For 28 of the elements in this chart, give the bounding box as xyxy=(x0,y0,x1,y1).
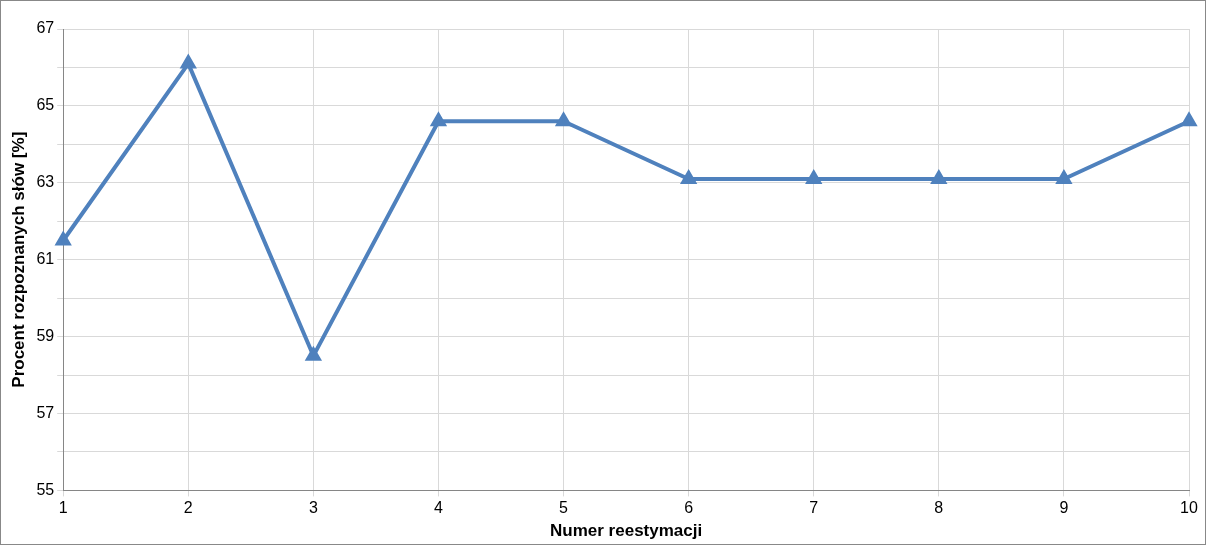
x-axis-title: Numer reestymacji xyxy=(550,521,703,541)
y-axis-title: Procent rozpoznanych słów [%] xyxy=(8,131,28,388)
y-tick-label: 55 xyxy=(36,480,55,498)
x-tick-label: 1 xyxy=(58,499,68,517)
x-tick-label: 5 xyxy=(559,499,569,517)
point xyxy=(556,113,571,127)
point xyxy=(431,113,446,127)
y-tick-label: 63 xyxy=(36,173,55,191)
x-tick-label: 7 xyxy=(809,499,819,517)
x-tick-label: 8 xyxy=(934,499,944,517)
point xyxy=(56,232,71,246)
point xyxy=(306,347,321,361)
y-tick-label: 67 xyxy=(36,19,55,37)
point xyxy=(931,170,947,184)
x-tick-label: 4 xyxy=(434,499,444,517)
y-tick-label: 61 xyxy=(36,250,55,268)
x-tick-label: 10 xyxy=(1180,499,1198,517)
y-tick-label: 59 xyxy=(36,327,55,345)
x-tick-label: 2 xyxy=(183,499,193,517)
x-tick-label: 6 xyxy=(684,499,694,517)
y-tick-label: 57 xyxy=(36,403,55,421)
point xyxy=(1181,113,1197,127)
x-tick-label: 9 xyxy=(1059,499,1069,517)
point xyxy=(681,170,696,184)
point xyxy=(1056,170,1072,184)
x-tick-label: 3 xyxy=(308,499,318,517)
point xyxy=(806,170,821,184)
y-tick-label: 65 xyxy=(36,96,55,114)
